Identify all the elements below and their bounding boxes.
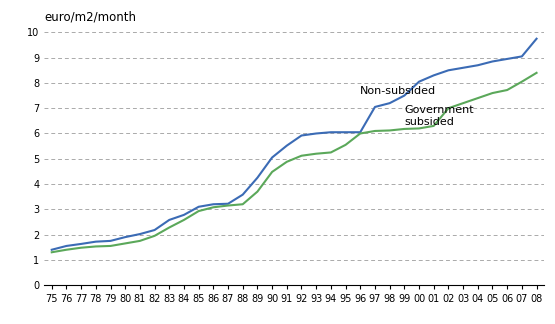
Text: Government
subsided: Government subsided	[405, 105, 474, 127]
Text: euro/m2/month: euro/m2/month	[44, 11, 137, 24]
Text: Non-subsided: Non-subsided	[360, 86, 436, 96]
